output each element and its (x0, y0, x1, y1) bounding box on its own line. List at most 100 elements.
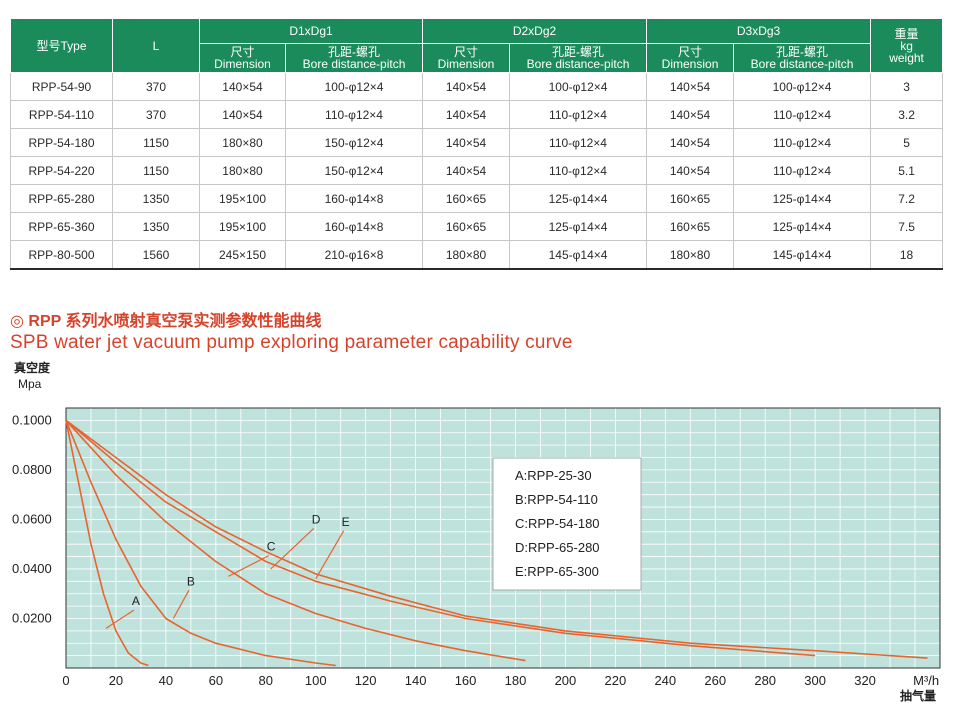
x-tick-label: 280 (754, 673, 776, 688)
table-cell: 180×80 (199, 128, 286, 157)
table-cell: 160×65 (422, 212, 511, 241)
table-cell: 110-φ12×4 (285, 100, 424, 129)
table-cell: 5.1 (870, 156, 944, 185)
x-tick-label: 180 (505, 673, 527, 688)
x-tick-label: 300 (804, 673, 826, 688)
table-cell: 125-φ14×4 (509, 184, 648, 213)
table-cell: 110-φ12×4 (509, 100, 648, 129)
table-cell: 145-φ14×4 (733, 240, 872, 270)
curve-label-c: C (267, 540, 276, 554)
y-tick-label: 0.0600 (12, 511, 52, 526)
table-cell: 125-φ14×4 (733, 212, 872, 241)
x-tick-label: 160 (455, 673, 477, 688)
spec-table: 型号Type L D1xDg1 D2xDg2 D3xDg3 重量 kg weig… (10, 18, 944, 270)
table-cell: 160-φ14×8 (285, 212, 424, 241)
table-cell: 110-φ12×4 (509, 156, 648, 185)
table-cell: 140×54 (422, 72, 511, 101)
table-cell: 140×54 (422, 156, 511, 185)
curve-label-e: E (342, 515, 350, 529)
x-tick-label: 60 (209, 673, 223, 688)
x-tick-label: 320 (854, 673, 876, 688)
table-row: RPP-54-220 1150 180×80 150-φ12×4 140×54 110-φ… (10, 156, 944, 185)
table-cell: 140×54 (422, 100, 511, 129)
table-cell: 1560 (112, 240, 200, 270)
header-dimension: 尺寸 Dimension (646, 43, 735, 73)
x-unit-label: M³/h (913, 673, 939, 688)
table-cell: 140×54 (199, 100, 286, 129)
table-cell: 125-φ14×4 (509, 212, 648, 241)
curve-leader-line (270, 527, 315, 570)
table-cell: RPP-54-220 (10, 156, 113, 185)
table-cell: 180×80 (422, 240, 511, 270)
legend-box (492, 457, 642, 591)
x-tick-label: 40 (159, 673, 173, 688)
table-cell: 7.5 (870, 212, 944, 241)
weight-en: weight (889, 50, 924, 65)
legend-entry: A:RPP-25-30 (515, 468, 592, 483)
table-cell: 125-φ14×4 (733, 184, 872, 213)
legend-entry: C:RPP-54-180 (515, 516, 600, 531)
table-cell: 1350 (112, 212, 200, 241)
table-cell: 110-φ12×4 (733, 156, 872, 185)
section-marker-icon: ◎ (10, 313, 24, 330)
table-cell: 110-φ12×4 (733, 100, 872, 129)
table-row: RPP-80-500 1560 245×150 210-φ16×8 180×80 145-… (10, 240, 944, 270)
x-tick-label: 0 (62, 673, 69, 688)
table-cell: 1150 (112, 156, 200, 185)
table-cell: 100-φ12×4 (733, 72, 872, 101)
performance-chart: 真空度 Mpa 抽气量 0.0200 0.0400 0.0600 0.0800 0.1000 0… (12, 360, 941, 703)
header-model: 型号Type (10, 18, 113, 73)
y-tick-label: 0.0200 (12, 610, 52, 625)
table-cell: 100-φ12×4 (285, 72, 424, 101)
table-cell: 3 (870, 72, 944, 101)
table-cell: 140×54 (422, 128, 511, 157)
weight-cn: 重量 (894, 26, 919, 41)
plot-border (65, 407, 941, 669)
table-cell: 370 (112, 100, 200, 129)
curve-leader-line (105, 609, 135, 629)
table-cell: RPP-54-90 (10, 72, 113, 101)
table-cell: 1350 (112, 184, 200, 213)
table-row: RPP-54-90 370 140×54 100-φ12×4 140×54 100-φ12… (10, 72, 944, 101)
section-title-en: SPB water jet vacuum pump exploring para… (10, 332, 573, 353)
table-cell: 110-φ12×4 (509, 128, 648, 157)
y-tick-label: 0.0800 (12, 462, 52, 477)
curve-leader-line (172, 589, 190, 619)
x-tick-label: 200 (555, 673, 577, 688)
x-tick-label: 20 (109, 673, 123, 688)
table-cell: 370 (112, 72, 200, 101)
y-axis-title: 真空度 (14, 360, 51, 375)
table-row: RPP-54-180 1150 180×80 150-φ12×4 140×54 110-φ… (10, 128, 944, 157)
series-line-e (65, 419, 928, 659)
section-title-cn: ◎ RPP 系列水喷射真空泵实测参数性能曲线 (10, 313, 322, 330)
table-cell: 160-φ14×8 (285, 184, 424, 213)
table-cell: 210-φ16×8 (285, 240, 424, 270)
table-cell: 245×150 (199, 240, 286, 270)
table-cell: RPP-80-500 (10, 240, 113, 270)
curve-leader-line (228, 555, 270, 577)
table-cell: 140×54 (646, 128, 735, 157)
series-line-a (65, 420, 149, 667)
table-row: RPP-54-110 370 140×54 110-φ12×4 140×54 110-φ1… (10, 100, 944, 129)
x-tick-label: 120 (355, 673, 377, 688)
series-line-c (65, 419, 526, 662)
table-cell: 140×54 (646, 72, 735, 101)
series-line-d (65, 419, 816, 657)
table-cell: 140×54 (646, 156, 735, 185)
table-cell: 7.2 (870, 184, 944, 213)
table-body: RPP-54-90 370 140×54 100-φ12×4 140×54 100-φ12… (10, 72, 944, 270)
curve-label-b: B (187, 574, 195, 588)
table-cell: 160×65 (422, 184, 511, 213)
table-cell: 140×54 (199, 72, 286, 101)
x-tick-label: 100 (305, 673, 327, 688)
header-group-3: D3xDg3 (646, 18, 872, 44)
table-cell: 100-φ12×4 (509, 72, 648, 101)
header-dimension: 尺寸 Dimension (199, 43, 286, 73)
weight-unit: kg (900, 38, 913, 53)
x-tick-label: 220 (605, 673, 627, 688)
table-row: RPP-65-280 1350 195×100 160-φ14×8 160×65 125-… (10, 184, 944, 213)
y-tick-label: 0.1000 (12, 412, 52, 427)
spec-table-wrap: 型号Type L D1xDg1 D2xDg2 D3xDg3 重量 kg weig… (10, 18, 944, 270)
table-cell: RPP-65-360 (10, 212, 113, 241)
table-cell: 5 (870, 128, 944, 157)
